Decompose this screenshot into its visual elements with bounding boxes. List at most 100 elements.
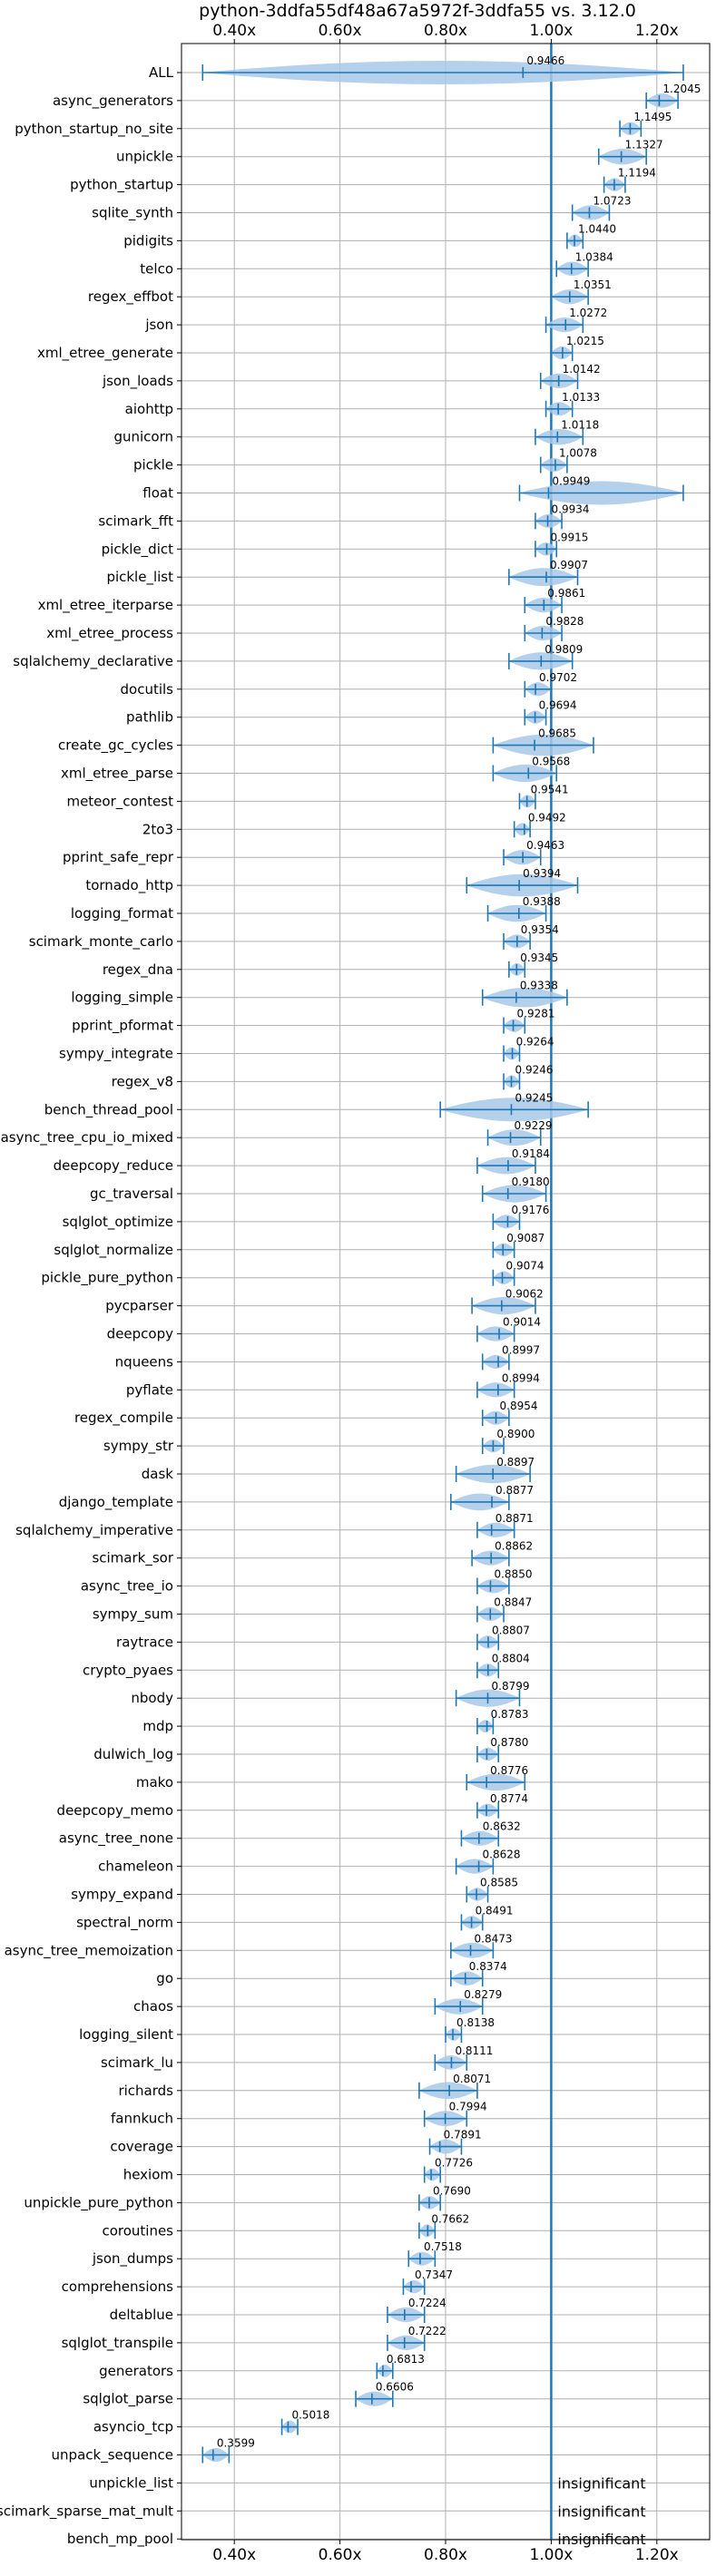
value-label: 0.9907: [550, 559, 588, 571]
value-label: 0.9466: [526, 54, 564, 67]
value-label: 0.9345: [520, 951, 558, 964]
x-tick-label-top: 0.60x: [319, 22, 362, 40]
value-label: 1.0440: [578, 222, 616, 235]
value-label: 0.9354: [521, 923, 559, 936]
benchmark-label: async_tree_cpu_io_mixed: [1, 1129, 173, 1147]
benchmark-label: ALL: [149, 64, 174, 81]
benchmark-label: sqlglot_optimize: [63, 1214, 173, 1231]
value-label: 0.6606: [376, 2381, 414, 2394]
benchmark-label: pickle_list: [106, 569, 173, 586]
value-label: 0.9087: [506, 1232, 544, 1244]
benchmark-label: float: [142, 485, 173, 502]
value-label: 0.8776: [490, 1764, 528, 1777]
value-label: 0.9014: [503, 1316, 541, 1329]
value-label: 0.8847: [494, 1596, 532, 1609]
benchmark-label: regex_v8: [112, 1073, 173, 1090]
benchmark-label: sqlglot_parse: [83, 2391, 173, 2408]
benchmark-label: unpickle: [116, 149, 173, 165]
value-label: 0.9176: [511, 1204, 549, 1216]
benchmark-label: fannkuch: [111, 2111, 173, 2127]
value-label: 0.7994: [449, 2101, 487, 2113]
benchmark-label: xml_etree_iterparse: [38, 597, 173, 614]
benchmark-label: dask: [142, 1466, 174, 1482]
value-label: 0.9338: [520, 980, 558, 992]
benchmark-label: async_tree_io: [81, 1578, 173, 1595]
benchmark-label: python_startup_no_site: [15, 121, 173, 138]
value-label: 0.7690: [433, 2184, 471, 2197]
value-label: 0.9915: [550, 531, 588, 543]
value-label: 0.8783: [491, 1708, 529, 1721]
benchmark-label: scimark_sor: [92, 1550, 173, 1567]
benchmark-label: async_tree_memoization: [5, 1942, 173, 1959]
value-label: 0.9861: [547, 587, 585, 600]
value-label: 1.0384: [575, 250, 613, 263]
value-label: 0.9281: [517, 1008, 555, 1020]
benchmark-label: pathlib: [126, 709, 173, 726]
benchmark-label: mdp: [142, 1718, 173, 1734]
value-label: 0.8862: [495, 1540, 533, 1553]
insignificant-label: insignificant: [557, 2503, 645, 2520]
value-label: 0.8780: [490, 1736, 528, 1749]
benchmark-label: scimark_sparse_mat_mult: [0, 2503, 173, 2520]
benchmark-label: regex_compile: [74, 1410, 173, 1427]
value-label: 0.7662: [431, 2212, 469, 2225]
benchmark-label: unpickle_list: [89, 2474, 173, 2492]
value-label: 1.0133: [562, 391, 600, 404]
benchmark-label: sqlite_synth: [92, 205, 173, 222]
value-label: 0.8374: [469, 1960, 507, 1973]
benchmark-label: xml_etree_parse: [61, 766, 173, 783]
value-label: 0.8774: [490, 1792, 528, 1805]
value-label: 0.7224: [408, 2297, 446, 2309]
benchmark-label: pickle_dict: [102, 541, 173, 558]
benchmark-label: pidigits: [123, 232, 173, 249]
value-label: 0.8473: [475, 1932, 513, 1945]
benchmark-label: sympy_expand: [71, 1887, 173, 1904]
benchmark-label: scimark_fft: [98, 512, 173, 530]
value-label: 0.8850: [494, 1568, 532, 1581]
value-label: 0.7222: [408, 2325, 446, 2337]
value-label: 1.0351: [574, 278, 612, 291]
value-label: 0.8954: [500, 1400, 538, 1412]
x-tick-label-top: 0.40x: [212, 22, 256, 40]
benchmark-label: asyncio_tcp: [93, 2419, 173, 2436]
benchmark-label: pprint_safe_repr: [63, 849, 174, 866]
value-label: 1.0078: [559, 447, 597, 460]
benchmark-label: deepcopy_memo: [57, 1802, 173, 1820]
value-label: 0.9949: [552, 475, 590, 488]
benchmark-label: deepcopy_reduce: [54, 1157, 173, 1175]
value-label: 0.8628: [483, 1849, 521, 1861]
benchmark-label: deltablue: [110, 2307, 173, 2323]
value-label: 0.9809: [544, 643, 583, 656]
benchmark-label: logging_simple: [71, 990, 173, 1007]
benchmark-label: docutils: [121, 681, 174, 698]
value-label: 0.7891: [444, 2129, 482, 2142]
benchmark-label: xml_etree_process: [46, 625, 173, 642]
benchmark-label: sympy_sum: [93, 1606, 173, 1624]
labels-layer: ALL async_generators python_startup_no_sit…: [0, 54, 701, 2548]
value-label: 1.0215: [566, 335, 604, 347]
axes-layer: 0.40x 0.40x 0.60x 0.60x 0.80x 0.80x 1.00x 1.00x…: [177, 22, 679, 2564]
value-label: 0.9074: [506, 1260, 544, 1273]
value-label: 1.1495: [633, 111, 672, 123]
value-label: 0.8491: [476, 1904, 514, 1917]
value-label: 0.8900: [496, 1428, 535, 1440]
benchmark-label: json_dumps: [92, 2250, 173, 2268]
benchmark-label: gunicorn: [113, 429, 173, 445]
benchmark-label: hexiom: [123, 2167, 173, 2183]
benchmark-label: comprehensions: [62, 2278, 174, 2295]
value-label: 0.9694: [539, 699, 577, 712]
value-label: 0.9264: [516, 1036, 554, 1049]
benchmark-label: scimark_lu: [101, 2054, 173, 2072]
x-tick-label-bottom: 0.40x: [212, 2546, 256, 2564]
benchmark-label: mako: [136, 1774, 173, 1791]
benchmark-label: json: [144, 317, 173, 333]
benchmark-label: generators: [99, 2363, 173, 2379]
value-label: 0.8804: [492, 1652, 530, 1664]
value-label: 0.9685: [538, 727, 576, 740]
value-label: 1.2045: [662, 83, 701, 95]
benchmark-label: coverage: [110, 2139, 173, 2155]
violins-layer: [201, 61, 684, 2464]
benchmark-label: sqlglot_transpile: [62, 2335, 173, 2352]
benchmark-label: 2to3: [142, 821, 173, 837]
